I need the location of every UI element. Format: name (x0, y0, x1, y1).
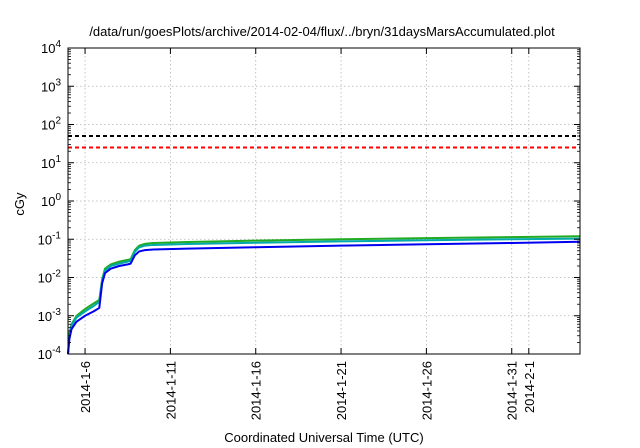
y-tick-label: 102 (41, 116, 61, 133)
x-tick-label: 2014-1-26 (419, 361, 434, 420)
chart-title: /data/run/goesPlots/archive/2014-02-04/f… (89, 24, 555, 39)
y-tick-label: 10-1 (38, 230, 62, 247)
y-axis-label: cGy (12, 192, 27, 216)
y-tick-label: 104 (41, 39, 61, 56)
x-tick-label: 2014-2-1 (522, 361, 537, 413)
x-tick-label: 2014-1-11 (163, 361, 178, 419)
y-tick-label: 10-4 (38, 345, 62, 362)
series-line-1 (67, 235, 581, 355)
y-tick-label: 10-2 (38, 269, 62, 286)
y-tick-label: 101 (41, 154, 61, 171)
x-tick-label: 2014-1-31 (505, 361, 520, 420)
x-tick-label: 2014-1-6 (78, 361, 93, 413)
x-tick-label: 2014-1-16 (249, 361, 264, 420)
y-tick-label: 100 (41, 192, 61, 209)
y-tick-label: 103 (41, 77, 61, 94)
axis-ticks: 10-4 10-3 10-2 10-1 100 101 102 103 104 2014-1-6 2… (38, 39, 580, 420)
threshold-lines (68, 135, 580, 149)
series-line-2 (67, 237, 581, 355)
x-axis-label: Coordinated Universal Time (UTC) (224, 430, 423, 445)
y-tick-label: 10-3 (38, 307, 62, 324)
series-lines (67, 235, 581, 355)
series-line-3 (67, 240, 581, 355)
grid (68, 48, 580, 354)
x-tick-label: 2014-1-21 (334, 361, 349, 420)
